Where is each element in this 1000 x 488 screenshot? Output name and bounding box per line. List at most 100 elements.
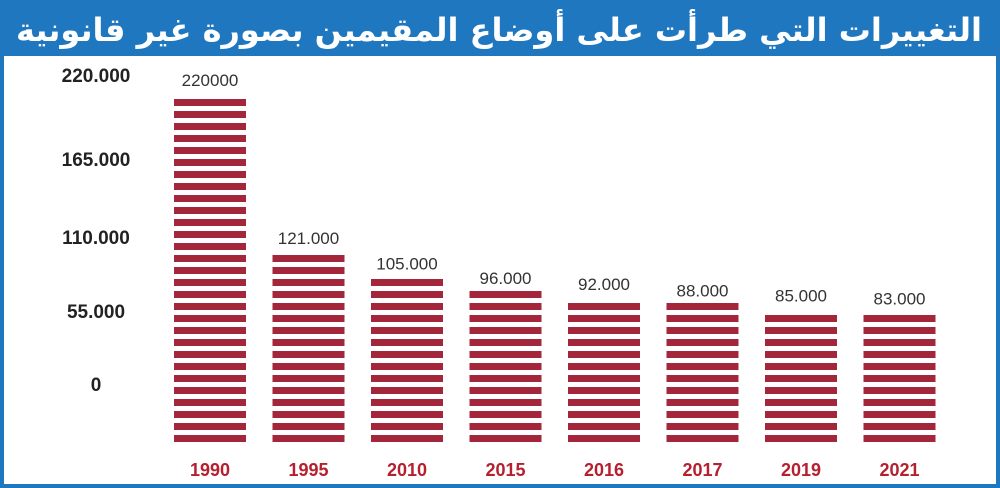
- bar-stripe: [568, 363, 640, 370]
- y-tick-label: 165.000: [62, 150, 131, 171]
- bar-stripe: [469, 291, 542, 298]
- bar-stripe: [174, 231, 246, 238]
- bar-stripe: [666, 363, 739, 370]
- bar-stripe: [174, 315, 246, 322]
- bar-stripe: [568, 375, 640, 382]
- bar-stripe: [568, 315, 640, 322]
- bar-stripe: [765, 387, 837, 394]
- y-tick-label: 220.000: [62, 66, 131, 87]
- bar-stripe: [272, 327, 345, 334]
- bar-stripe: [174, 267, 246, 274]
- bar-stripe: [174, 219, 246, 226]
- bar-stripe: [174, 147, 246, 154]
- bar-stripe: [666, 375, 739, 382]
- y-tick-label: 110.000: [62, 228, 130, 249]
- bar-stripe: [174, 411, 246, 418]
- value-label: 105.000: [376, 255, 437, 274]
- bar-stripe: [469, 387, 542, 394]
- bar-stripe: [272, 267, 345, 274]
- bar-stripe: [371, 387, 443, 394]
- bar-stripe: [765, 315, 837, 322]
- bar-stripe: [469, 315, 542, 322]
- bar-stripe: [272, 399, 345, 406]
- bar-stripe: [765, 363, 837, 370]
- bar-stripe: [272, 339, 345, 346]
- bar-2017: [666, 303, 739, 442]
- y-tick-label: 0: [91, 375, 102, 396]
- bar-stripe: [174, 375, 246, 382]
- bar-stripe: [568, 399, 640, 406]
- bar-stripe: [469, 423, 542, 430]
- bar-stripe: [765, 375, 837, 382]
- bar-2021: [863, 315, 936, 442]
- bar-stripe: [863, 327, 936, 334]
- bar-stripe: [469, 363, 542, 370]
- bar-stripe: [174, 387, 246, 394]
- bar-1995: [272, 255, 345, 442]
- bar-stripe: [371, 303, 443, 310]
- value-label: 83.000: [874, 290, 926, 309]
- value-label: 92.000: [578, 275, 630, 294]
- bar-stripe: [469, 351, 542, 358]
- bar-stripe: [863, 435, 936, 442]
- bar-2015: [469, 291, 542, 442]
- value-label: 121.000: [278, 229, 339, 248]
- bar-stripe: [568, 423, 640, 430]
- x-tick-label: 2010: [387, 460, 427, 480]
- bar-stripe: [371, 279, 443, 286]
- bar-stripe: [863, 339, 936, 346]
- bar-stripe: [174, 303, 246, 310]
- bar-stripe: [765, 423, 837, 430]
- bar-stripe: [863, 351, 936, 358]
- bar-2010: [371, 279, 443, 442]
- bar-stripe: [666, 327, 739, 334]
- bar-stripe: [272, 411, 345, 418]
- bar-2016: [568, 303, 640, 442]
- bar-2019: [765, 315, 837, 442]
- bar-stripe: [174, 159, 246, 166]
- bar-stripe: [469, 375, 542, 382]
- bar-stripe: [174, 111, 246, 118]
- bar-stripe: [469, 399, 542, 406]
- value-label: 96.000: [480, 269, 532, 288]
- bar-stripe: [666, 423, 739, 430]
- bar-stripe: [371, 411, 443, 418]
- bar-stripe: [272, 435, 345, 442]
- bar-stripe: [568, 351, 640, 358]
- bar-stripe: [174, 423, 246, 430]
- bar-stripe: [568, 435, 640, 442]
- bar-stripe: [272, 255, 345, 262]
- bar-chart: 220.000 165.000 110.000 55.000 0 220000 1990 12…: [62, 66, 936, 480]
- bar-stripe: [272, 375, 345, 382]
- bar-stripe: [568, 339, 640, 346]
- bar-stripe: [174, 399, 246, 406]
- bar-stripe: [174, 183, 246, 190]
- bar-stripe: [568, 327, 640, 334]
- x-tick-label: 1990: [190, 460, 230, 480]
- bar-stripe: [568, 387, 640, 394]
- bar-stripe: [666, 315, 739, 322]
- bar-stripe: [174, 171, 246, 178]
- bar-stripe: [174, 351, 246, 358]
- bar-stripe: [469, 339, 542, 346]
- bar-stripe: [765, 339, 837, 346]
- bar-stripe: [174, 207, 246, 214]
- bar-stripe: [371, 363, 443, 370]
- bar-stripe: [666, 339, 739, 346]
- x-tick-label: 1995: [288, 460, 328, 480]
- chart-title: التغييرات التي طرأت على أوضاع المقيمين ب…: [15, 11, 982, 49]
- bar-stripe: [371, 399, 443, 406]
- bar-stripe: [272, 351, 345, 358]
- bar-stripe: [568, 303, 640, 310]
- bar-stripe: [174, 339, 246, 346]
- bar-stripe: [765, 327, 837, 334]
- bar-stripe: [863, 315, 936, 322]
- bar-stripe: [174, 243, 246, 250]
- bar-stripe: [469, 303, 542, 310]
- bar-stripe: [469, 327, 542, 334]
- bar-stripe: [666, 399, 739, 406]
- x-tick-label: 2016: [584, 460, 624, 480]
- bar-stripe: [666, 387, 739, 394]
- value-label: 220000: [182, 71, 239, 90]
- bar-stripe: [174, 255, 246, 262]
